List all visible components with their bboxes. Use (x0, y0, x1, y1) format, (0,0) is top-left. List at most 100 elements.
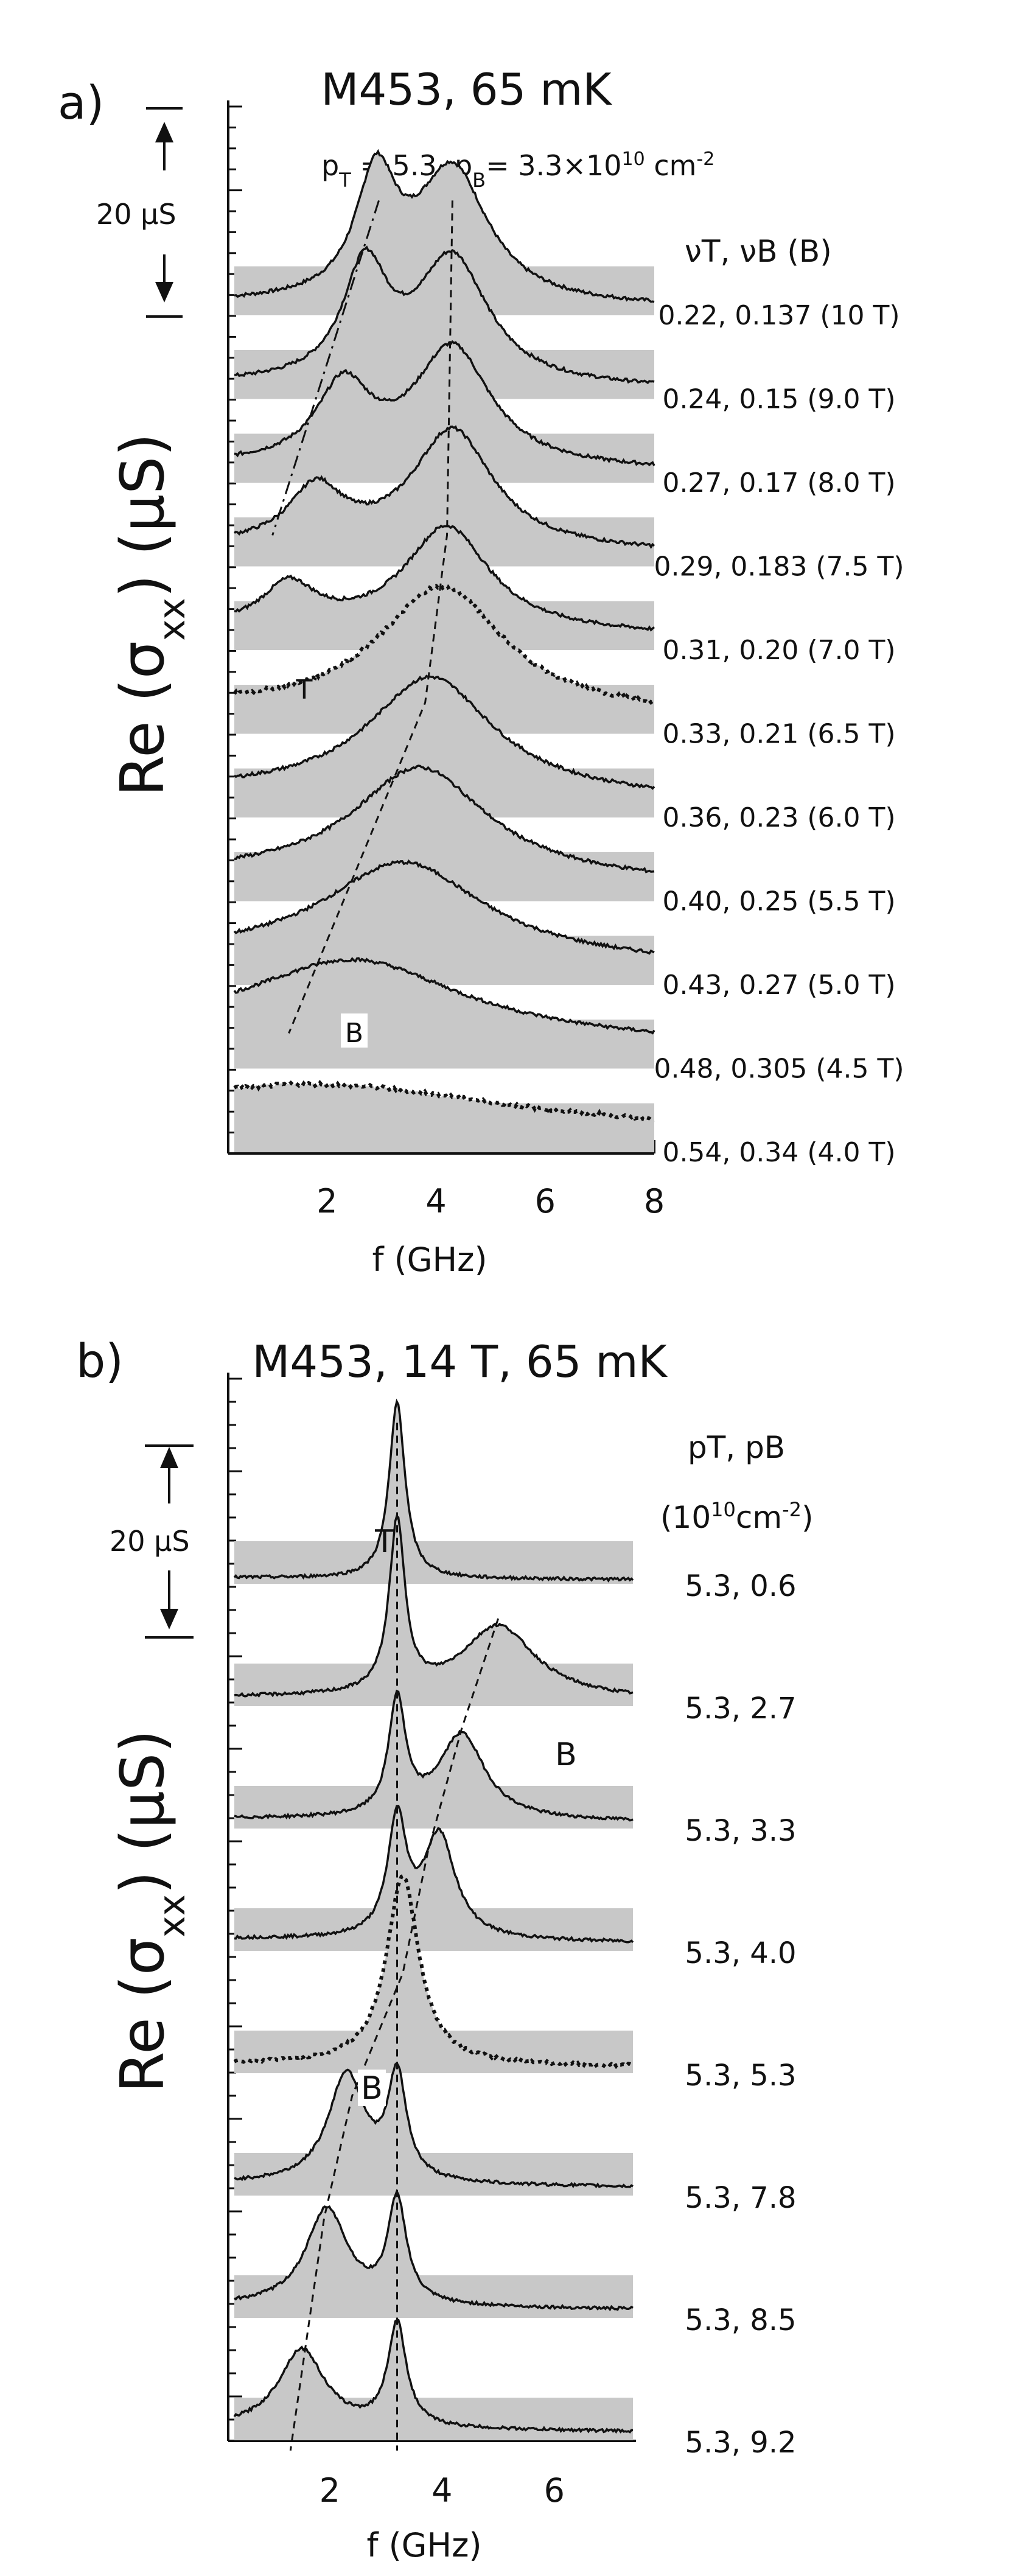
guide-line (271, 200, 380, 536)
panel-b-traces (233, 1398, 634, 2440)
series-label: 0.27, 0.17 (8.0 T) (662, 467, 895, 499)
series-label: 0.40, 0.25 (5.5 T) (662, 886, 895, 917)
panel-b-peak-label-bottom2-bg (358, 2070, 386, 2106)
density-mult: ×10 (562, 149, 621, 182)
trace-fill (234, 247, 654, 399)
trace-line (234, 1514, 634, 1698)
density-pt: 5.3 (393, 149, 437, 182)
x-tick-label: 2 (316, 1182, 337, 1220)
trace-line (234, 1805, 634, 1944)
panel-a-title: M453, 65 mK (321, 64, 612, 115)
header-line2-base: 10 (672, 1500, 711, 1535)
series-label: 0.33, 0.21 (6.5 T) (662, 719, 895, 750)
series-label: 5.3, 5.3 (685, 2059, 796, 2093)
trace-line (233, 2319, 634, 2434)
trace-line (233, 1079, 655, 1122)
x-tick-label: 4 (431, 2471, 452, 2510)
panel-a-label: a) (58, 75, 104, 130)
series-label: 5.3, 7.8 (685, 2181, 796, 2215)
panel-a-traces (232, 149, 655, 1152)
density-pb: 3.3 (518, 149, 562, 182)
trace-fill (234, 958, 654, 1069)
panel-a-series-labels: 0.22, 0.137 (10 T) 0.24, 0.15 (9.0 T) 0.27… (654, 300, 904, 1168)
trace-line (234, 524, 655, 632)
panel-b-peak-label-bottom: B (555, 1737, 577, 1773)
panel-b: b) M453, 14 T, 65 mK 20 μS pT, pB (1010c… (76, 1334, 813, 2564)
panel-a: a) M453, 65 mK pT = 5.3, pB= 3.3×1010 cm… (58, 64, 904, 1279)
trace-fill (234, 1516, 633, 1706)
trace-fill (234, 2063, 633, 2196)
panel-a-scale-bar (146, 107, 183, 318)
trace-line (234, 425, 655, 549)
panel-b-y-label: Re (σxx) (μS) (108, 1730, 194, 2093)
trace-fill (234, 1875, 633, 2073)
trace-line (233, 2189, 634, 2312)
trace-fill (234, 585, 654, 734)
trace-line (234, 2061, 634, 2189)
guide-line (288, 200, 453, 1034)
series-label: 0.24, 0.15 (9.0 T) (662, 384, 895, 415)
panel-a-peak-label-bottom-bg (341, 1013, 368, 1048)
trace-line (234, 1689, 634, 1822)
trace-line (234, 765, 655, 873)
trace-fill (234, 2320, 633, 2440)
series-label: 0.43, 0.27 (5.0 T) (662, 970, 895, 1001)
density-exp: -2 (696, 149, 714, 170)
x-tick-label: 6 (535, 1182, 556, 1220)
panel-a-peak-label-bottom: B (345, 1018, 363, 1049)
panel-a-scale-bar-label: 20 μS (96, 198, 176, 231)
panel-b-y-ticks (228, 1377, 242, 2421)
panel-b-x-tick-labels: 2 4 6 (320, 2471, 565, 2510)
trace-line (233, 1398, 634, 1583)
trace-fill (234, 765, 654, 901)
panel-a-y-label: Re (σxx) (μS) (108, 433, 194, 797)
panel-b-trace-header-line2: (1010cm-2) (660, 1498, 813, 1535)
trace-line (234, 340, 655, 466)
trace-fill (234, 1805, 633, 1951)
x-tick-label: 6 (544, 2471, 565, 2510)
header-line2-unit: cm (736, 1500, 782, 1535)
trace-line (233, 674, 655, 790)
series-label: 0.48, 0.305 (4.5 T) (654, 1054, 904, 1085)
panel-b-scale-bar (145, 1444, 194, 1639)
panel-b-series-labels: 5.3, 0.6 5.3, 2.7 5.3, 3.3 5.3, 4.0 5.3, 5.3… (685, 1569, 796, 2460)
panel-a-guide-lines (271, 200, 453, 1034)
header-line2-unit-exp: -2 (782, 1498, 802, 1521)
density-mult-exp: 10 (622, 149, 645, 170)
series-label: 0.54, 0.34 (4.0 T) (662, 1137, 895, 1168)
series-label: 5.3, 2.7 (685, 1692, 796, 1726)
panel-b-label: b) (76, 1334, 124, 1388)
panel-a-peak-label-top: T (296, 674, 313, 705)
series-label: 5.3, 4.0 (685, 1936, 796, 1970)
panel-a-x-tick-labels: 2 4 6 8 (316, 1182, 665, 1220)
panel-b-axes (227, 1373, 636, 2442)
panel-a-axes (227, 100, 654, 1155)
trace-line (233, 957, 655, 1035)
panel-b-x-label: f (GHz) (366, 2526, 481, 2564)
x-tick-label: 8 (644, 1182, 665, 1220)
trace-line (233, 1874, 633, 2070)
trace-line (233, 859, 655, 955)
series-label: 0.22, 0.137 (10 T) (658, 300, 899, 331)
series-label: 5.3, 8.5 (685, 2303, 796, 2337)
trace-fill (234, 151, 654, 315)
panel-a-x-label: f (GHz) (372, 1241, 487, 1279)
x-tick-label: 4 (425, 1182, 446, 1220)
trace-fill (234, 676, 654, 817)
series-label: 5.3, 0.6 (685, 1569, 796, 1603)
series-label: 5.3, 9.2 (685, 2426, 796, 2460)
series-label: 0.36, 0.23 (6.0 T) (662, 802, 895, 833)
trace-fill (234, 1691, 633, 1829)
header-line2-exp: 10 (711, 1498, 736, 1521)
trace-line (234, 245, 655, 385)
panel-a-density-label: pT = 5.3, pB= 3.3×1010 cm-2 (321, 149, 714, 192)
panel-b-guide-lines (289, 1423, 500, 2451)
trace-fill (234, 1083, 654, 1152)
panel-b-peak-label-bottom2: B (361, 2070, 383, 2107)
panel-b-title: M453, 14 T, 65 mK (252, 1336, 668, 1387)
trace-fill (234, 427, 654, 567)
guide-line (289, 1618, 500, 2451)
panel-b-trace-header-line1: pT, pB (688, 1430, 785, 1465)
trace-fill (234, 2191, 633, 2318)
